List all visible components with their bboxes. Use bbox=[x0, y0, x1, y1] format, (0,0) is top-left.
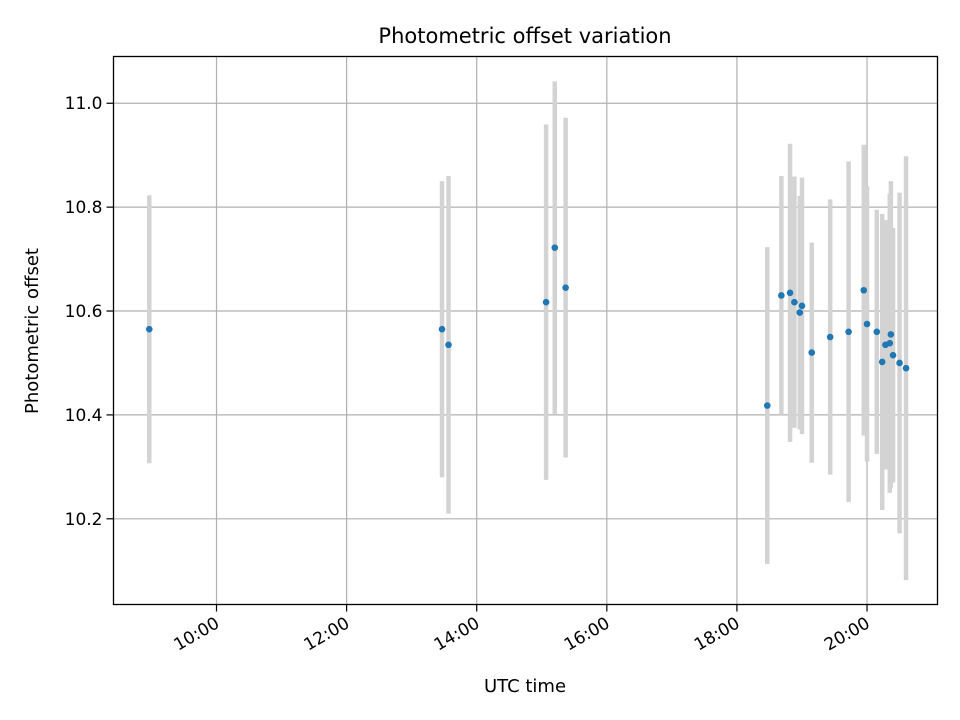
y-tick-label: 10.2 bbox=[65, 510, 103, 530]
data-point bbox=[878, 358, 886, 366]
data-point bbox=[887, 331, 895, 338]
x-tick-label: 14:00 bbox=[431, 614, 483, 656]
x-tick-label: 16:00 bbox=[561, 614, 613, 656]
x-tick-label: 20:00 bbox=[821, 614, 873, 656]
data-point bbox=[826, 333, 834, 341]
data-point bbox=[896, 359, 903, 367]
y-tick-label: 10.8 bbox=[65, 198, 103, 218]
data-point bbox=[145, 325, 153, 333]
data-point bbox=[763, 402, 771, 409]
data-point bbox=[786, 289, 794, 297]
data-point bbox=[542, 298, 550, 306]
x-tick-label: 10:00 bbox=[171, 614, 223, 656]
data-point bbox=[902, 364, 910, 372]
y-axis-ticks: 10.2 10.4 10.6 10.8 11.0 bbox=[65, 94, 114, 530]
data-point bbox=[845, 328, 852, 336]
y-axis-label: Photometric offset bbox=[22, 248, 43, 414]
data-point bbox=[778, 292, 785, 299]
data-point bbox=[886, 339, 894, 347]
chart-title: Photometric offset variation bbox=[378, 24, 671, 48]
x-tick-label: 18:00 bbox=[691, 614, 743, 656]
data-point bbox=[551, 244, 559, 251]
data-point bbox=[438, 325, 446, 333]
data-points bbox=[145, 244, 910, 409]
error-bars bbox=[147, 81, 909, 581]
x-axis-label: UTC time bbox=[484, 676, 566, 697]
data-point bbox=[445, 341, 452, 349]
y-tick-label: 10.4 bbox=[65, 406, 103, 426]
data-point bbox=[562, 284, 569, 291]
data-point bbox=[808, 349, 816, 356]
data-point bbox=[873, 328, 881, 336]
data-point bbox=[791, 298, 798, 306]
data-point bbox=[863, 320, 871, 328]
data-point bbox=[798, 302, 806, 310]
y-tick-label: 11.0 bbox=[65, 94, 103, 114]
data-point bbox=[796, 309, 804, 316]
y-tick-label: 10.6 bbox=[65, 302, 103, 322]
x-axis-ticks: 10:00 12:00 14:00 16:00 18:00 20:00 bbox=[171, 604, 874, 656]
plot-frame bbox=[112, 55, 939, 606]
data-point bbox=[889, 351, 897, 359]
x-tick-label: 12:00 bbox=[301, 614, 353, 656]
data-point bbox=[860, 286, 868, 294]
